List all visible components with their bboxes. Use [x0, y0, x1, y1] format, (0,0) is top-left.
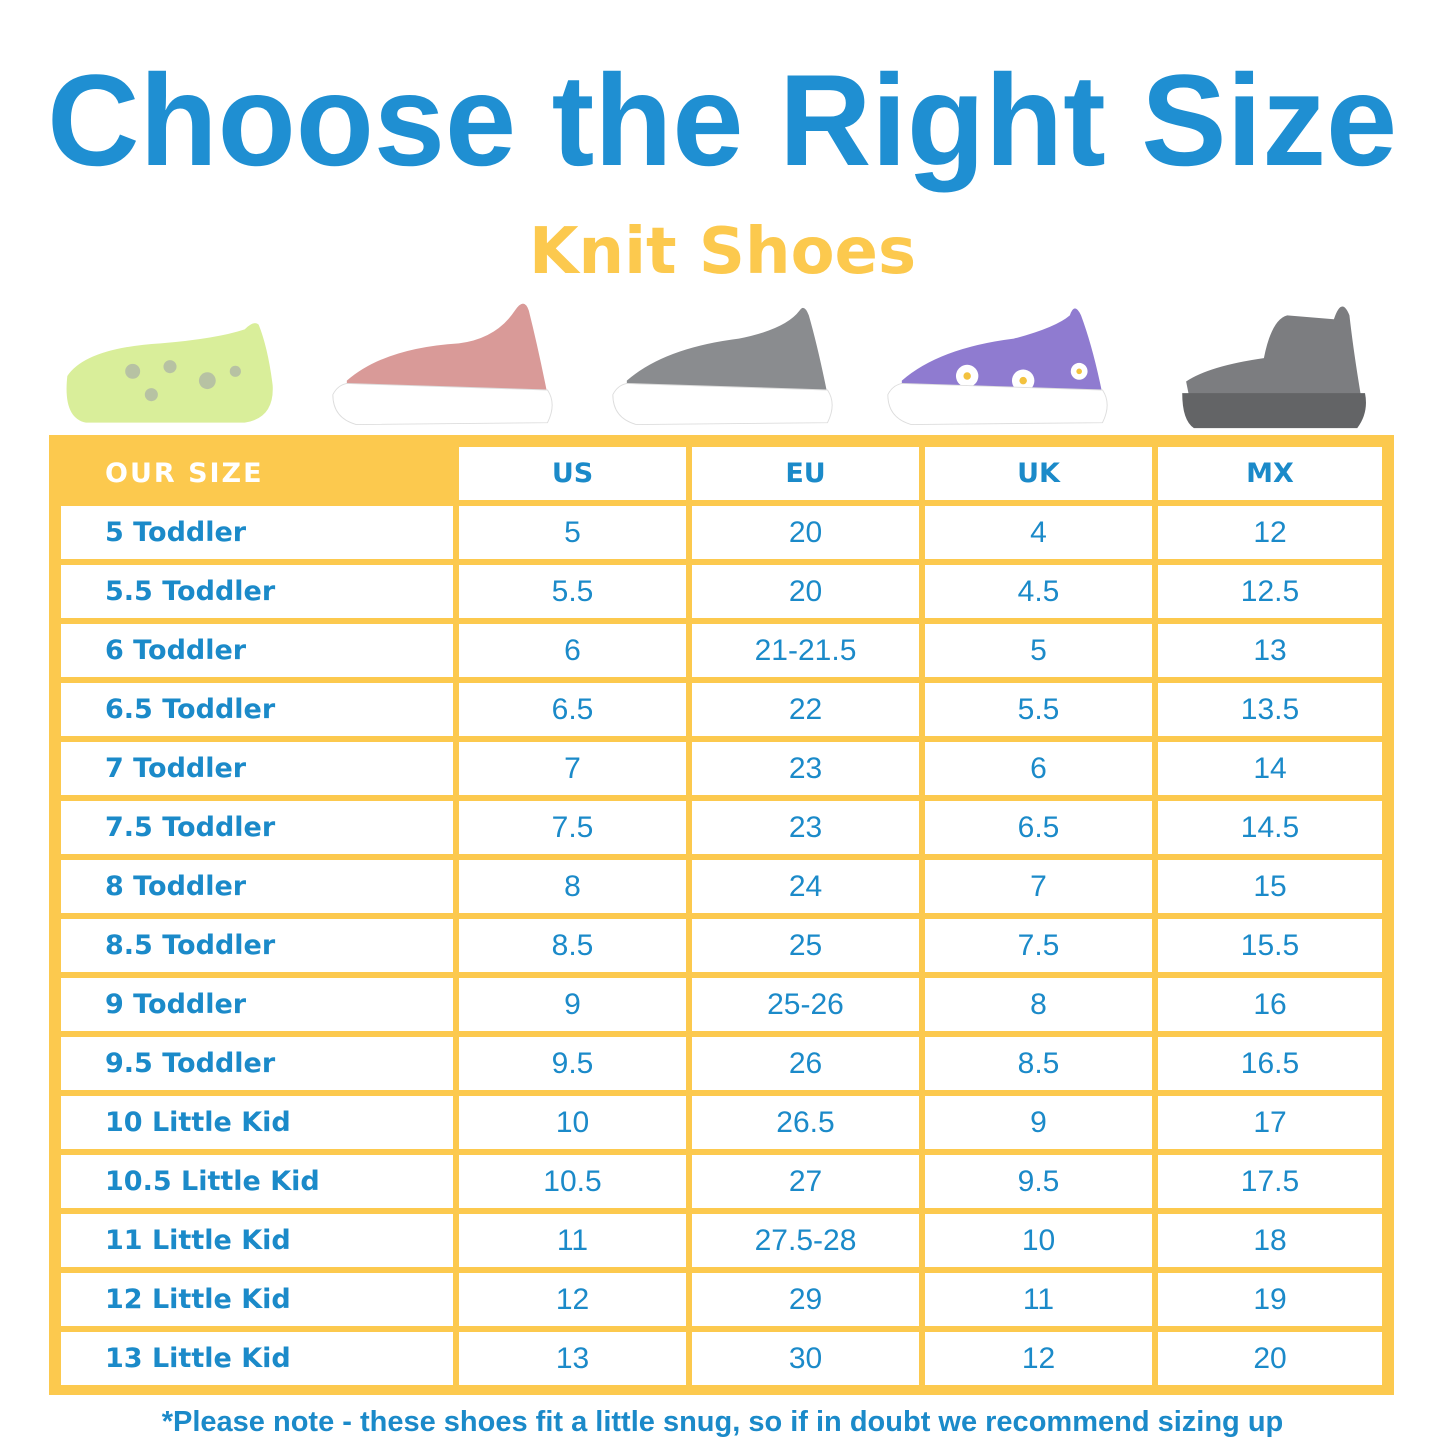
column-header-us: US [459, 447, 686, 500]
size-value-cell-eu: 30 [692, 1332, 919, 1385]
size-label-cell: 7.5 Toddler [61, 801, 453, 854]
size-value-cell-mx: 14 [1158, 742, 1382, 795]
purple-daisy-knit-shoe-image [887, 308, 1108, 426]
size-value-cell-uk: 7.5 [925, 919, 1152, 972]
size-label-cell: 10.5 Little Kid [61, 1155, 453, 1208]
size-value-cell-mx: 16.5 [1158, 1037, 1382, 1090]
size-value-cell-mx: 12.5 [1158, 565, 1382, 618]
size-value-cell-eu: 25 [692, 919, 919, 972]
size-value-cell-uk: 8.5 [925, 1037, 1152, 1090]
size-label-cell: 11 Little Kid [61, 1214, 453, 1267]
size-value-cell-uk: 11 [925, 1273, 1152, 1326]
size-value-cell-us: 7.5 [459, 801, 686, 854]
column-header-mx: MX [1158, 447, 1382, 500]
size-value-cell-eu: 21-21.5 [692, 624, 919, 677]
pink-knit-shoe-image [332, 303, 553, 426]
size-chart-table: OUR SIZE US EU UK MX 5 Toddler 5 20 4 12 5.5 Toddl… [49, 435, 1394, 1395]
size-value-cell-eu: 24 [692, 860, 919, 913]
size-label-cell: 7 Toddler [61, 742, 453, 795]
size-value-cell-mx: 14.5 [1158, 801, 1382, 854]
size-value-cell-mx: 15 [1158, 860, 1382, 913]
size-value-cell-uk: 4 [925, 506, 1152, 559]
size-value-cell-mx: 17 [1158, 1096, 1382, 1149]
size-value-cell-eu: 25-26 [692, 978, 919, 1031]
size-value-cell-uk: 8 [925, 978, 1152, 1031]
size-value-cell-us: 9.5 [459, 1037, 686, 1090]
lime-leopard-knit-shoe-image [66, 323, 273, 423]
size-value-cell-us: 9 [459, 978, 686, 1031]
page-title: Choose the Right Size [47, 47, 1398, 193]
size-value-cell-us: 8 [459, 860, 686, 913]
size-value-cell-us: 7 [459, 742, 686, 795]
size-label-cell: 13 Little Kid [61, 1332, 453, 1385]
size-value-cell-eu: 27.5-28 [692, 1214, 919, 1267]
size-value-cell-uk: 5.5 [925, 683, 1152, 736]
grey-knit-shoe-image [612, 307, 833, 426]
size-value-cell-eu: 20 [692, 506, 919, 559]
grey-knit-boot-image [1182, 306, 1366, 429]
size-value-cell-us: 11 [459, 1214, 686, 1267]
size-value-cell-eu: 20 [692, 565, 919, 618]
size-label-cell: 12 Little Kid [61, 1273, 453, 1326]
size-value-cell-mx: 18 [1158, 1214, 1382, 1267]
size-value-cell-us: 6.5 [459, 683, 686, 736]
size-value-cell-mx: 19 [1158, 1273, 1382, 1326]
size-label-cell: 8 Toddler [61, 860, 453, 913]
size-value-cell-uk: 9.5 [925, 1155, 1152, 1208]
size-value-cell-eu: 23 [692, 801, 919, 854]
sizing-note-container: *Please note - these shoes fit a little … [0, 1402, 1445, 1442]
size-value-cell-us: 8.5 [459, 919, 686, 972]
size-value-cell-mx: 17.5 [1158, 1155, 1382, 1208]
size-value-cell-us: 6 [459, 624, 686, 677]
size-value-cell-mx: 16 [1158, 978, 1382, 1031]
size-value-cell-us: 13 [459, 1332, 686, 1385]
page-subtitle: Knit Shoes [528, 215, 917, 289]
size-value-cell-us: 5 [459, 506, 686, 559]
size-value-cell-uk: 7 [925, 860, 1152, 913]
size-label-cell: 10 Little Kid [61, 1096, 453, 1149]
size-value-cell-uk: 12 [925, 1332, 1152, 1385]
size-value-cell-us: 5.5 [459, 565, 686, 618]
size-value-cell-eu: 26.5 [692, 1096, 919, 1149]
size-value-cell-uk: 6.5 [925, 801, 1152, 854]
column-header-eu: EU [692, 447, 919, 500]
size-value-cell-eu: 22 [692, 683, 919, 736]
size-value-cell-eu: 29 [692, 1273, 919, 1326]
size-value-cell-uk: 9 [925, 1096, 1152, 1149]
column-header-our-size: OUR SIZE [105, 458, 264, 489]
size-value-cell-mx: 13.5 [1158, 683, 1382, 736]
size-label-cell: 5 Toddler [61, 506, 453, 559]
size-value-cell-uk: 6 [925, 742, 1152, 795]
size-value-cell-uk: 5 [925, 624, 1152, 677]
size-label-cell: 8.5 Toddler [61, 919, 453, 972]
column-header-uk: UK [925, 447, 1152, 500]
size-value-cell-eu: 27 [692, 1155, 919, 1208]
size-value-cell-eu: 23 [692, 742, 919, 795]
size-label-cell: 5.5 Toddler [61, 565, 453, 618]
size-value-cell-mx: 12 [1158, 506, 1382, 559]
sizing-note: *Please note - these shoes fit a little … [161, 1406, 1284, 1438]
size-value-cell-uk: 10 [925, 1214, 1152, 1267]
size-label-cell: 6 Toddler [61, 624, 453, 677]
size-value-cell-eu: 26 [692, 1037, 919, 1090]
size-label-cell: 9.5 Toddler [61, 1037, 453, 1090]
size-value-cell-us: 10.5 [459, 1155, 686, 1208]
size-value-cell-uk: 4.5 [925, 565, 1152, 618]
shoe-images [45, 292, 1410, 432]
size-value-cell-mx: 13 [1158, 624, 1382, 677]
size-label-cell: 9 Toddler [61, 978, 453, 1031]
size-value-cell-us: 10 [459, 1096, 686, 1149]
size-value-cell-us: 12 [459, 1273, 686, 1326]
size-value-cell-mx: 15.5 [1158, 919, 1382, 972]
page-title-container: Choose the Right Size [0, 40, 1445, 200]
size-label-cell: 6.5 Toddler [61, 683, 453, 736]
size-value-cell-mx: 20 [1158, 1332, 1382, 1385]
